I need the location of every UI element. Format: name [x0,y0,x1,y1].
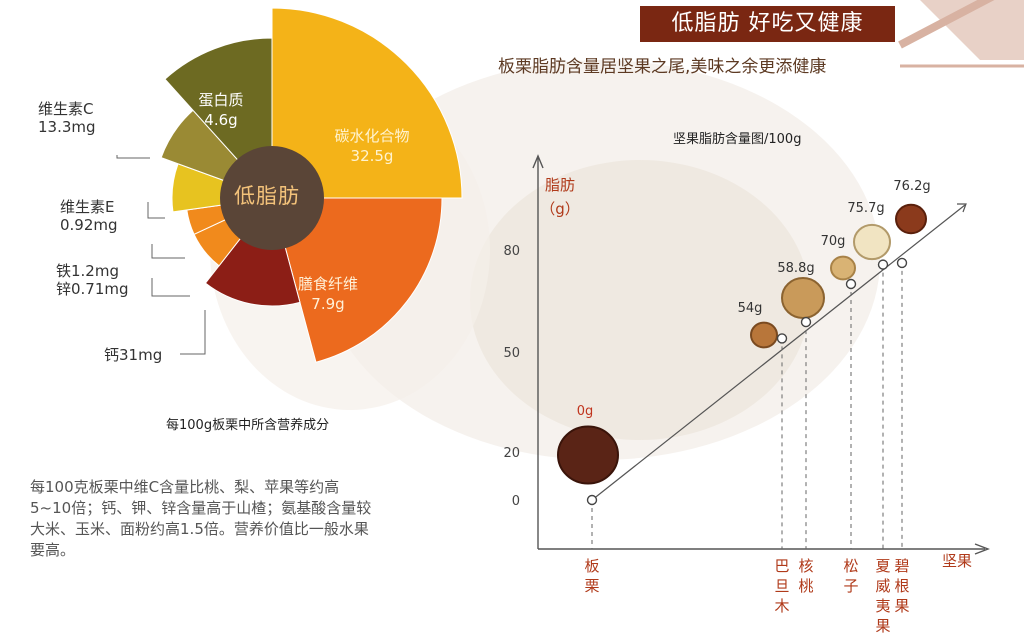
data-label: 70g [821,234,846,249]
description-line: 要高。 [30,541,76,559]
pie-slice-碳水化合物 [271,7,463,199]
x-tick-label: 夏 [875,557,890,575]
protein-value: 4.6g [204,111,238,129]
data-point [776,333,788,344]
nut-icon-板栗 [557,425,619,485]
data-point [877,259,889,270]
pie-caption: 每100g板栗中所含营养成分 [166,418,330,433]
vitamin-c-label: 维生素C 13.3mg [38,100,96,136]
vitamin-c-name: 维生素C [38,100,94,118]
nut-fat-chart: 脂肪 （g） 0 20 50 80 0g 板栗 54g 巴旦木 58.8g 核桃 70g 松子 75.7g 夏… [503,154,990,635]
zinc-label: 锌0.71mg [56,280,129,298]
x-tick-label: 核 [798,557,813,575]
description-line: 每100克板栗中维C含量比桃、梨、苹果等约高 [30,478,340,496]
x-tick-label: 桃 [798,577,813,595]
nut-icon-夏威夷果 [853,223,891,261]
page-subtitle: 板栗脂肪含量居坚果之尾,美味之余更添健康 [498,57,827,77]
x-tick-label: 果 [894,597,909,615]
nut-icon-核桃 [781,277,825,319]
iron-label: 铁1.2mg [56,262,119,280]
trend-line [591,204,966,501]
y-tick-label: 0 [512,494,520,509]
data-label: 58.8g [777,261,814,276]
y-axis-arrow [532,154,544,169]
pie-center-disc [220,146,324,250]
x-tick-label: 巴 [774,557,789,575]
fiber-value: 7.9g [311,295,345,313]
page-banner: 低脂肪 好吃又健康 [640,6,895,42]
description-paragraph: 每100克板栗中维C含量比桃、梨、苹果等约高 5~10倍；钙、钾、锌含量高于山楂… [30,477,480,561]
data-point [845,278,857,290]
x-tick-label: 威 [875,577,890,595]
trend-line-arrow [957,203,967,213]
x-tick-label: 夷 [875,597,890,615]
vitamin-c-value: 13.3mg [38,118,96,136]
chart-title: 坚果脂肪含量图/100g [673,132,802,147]
pie-leader-lines [116,155,206,355]
y-tick-label: 20 [503,446,520,461]
x-axis-label: 坚果 [942,552,973,570]
carb-name: 碳水化合物 [334,127,410,145]
data-label: 54g [738,301,763,316]
fiber-name: 膳食纤维 [297,275,358,293]
nutrition-pie [160,7,463,363]
y-tick-label: 80 [503,244,520,259]
x-tick-label: 果 [875,617,890,635]
vitamin-e-value: 0.92mg [60,216,118,234]
x-tick-label: 松 [843,557,858,575]
carb-label: 碳水化合物 32.5g [302,126,442,166]
protein-label: 蛋白质 4.6g [176,90,266,130]
description-line: 大米、玉米、面粉约高1.5倍。营养价值比一般水果 [30,520,369,538]
fiber-label: 膳食纤维 7.9g [268,274,388,314]
pie-slice-膳食纤维 [271,197,443,363]
y-tick-label: 50 [503,346,520,361]
y-axis-unit: （g） [540,200,580,218]
nut-icon-巴旦木 [750,321,778,349]
data-point [800,316,812,328]
vitamin-e-label: 维生素E 0.92mg [60,198,118,234]
description-line: 5~10倍；钙、钾、锌含量高于山楂；氨基酸含量较 [30,499,372,517]
x-tick-label: 板 [584,557,599,575]
calcium-label: 钙31mg [104,346,163,364]
data-point [896,257,908,269]
x-tick-label: 旦 [774,577,789,595]
x-tick-label: 根 [894,577,909,595]
x-axis-arrow [974,543,990,555]
x-tick-label: 子 [843,577,858,595]
data-label: 75.7g [847,201,884,216]
carb-value: 32.5g [350,147,394,165]
data-point [586,494,598,506]
vitamin-e-name: 维生素E [60,198,115,216]
protein-name: 蛋白质 [198,91,244,109]
iron-zinc-label: 铁1.2mg 锌0.71mg [56,262,129,298]
nut-icon-碧根果 [895,203,927,235]
y-axis-label: 脂肪 [545,176,575,194]
x-tick-label: 木 [774,597,789,615]
pie-center-label: 低脂肪 [234,184,300,208]
data-label: 76.2g [893,179,930,194]
x-tick-label: 碧 [894,557,909,575]
nut-icon-松子 [830,255,856,281]
x-tick-label: 栗 [584,577,599,595]
data-label: 0g [577,404,594,419]
